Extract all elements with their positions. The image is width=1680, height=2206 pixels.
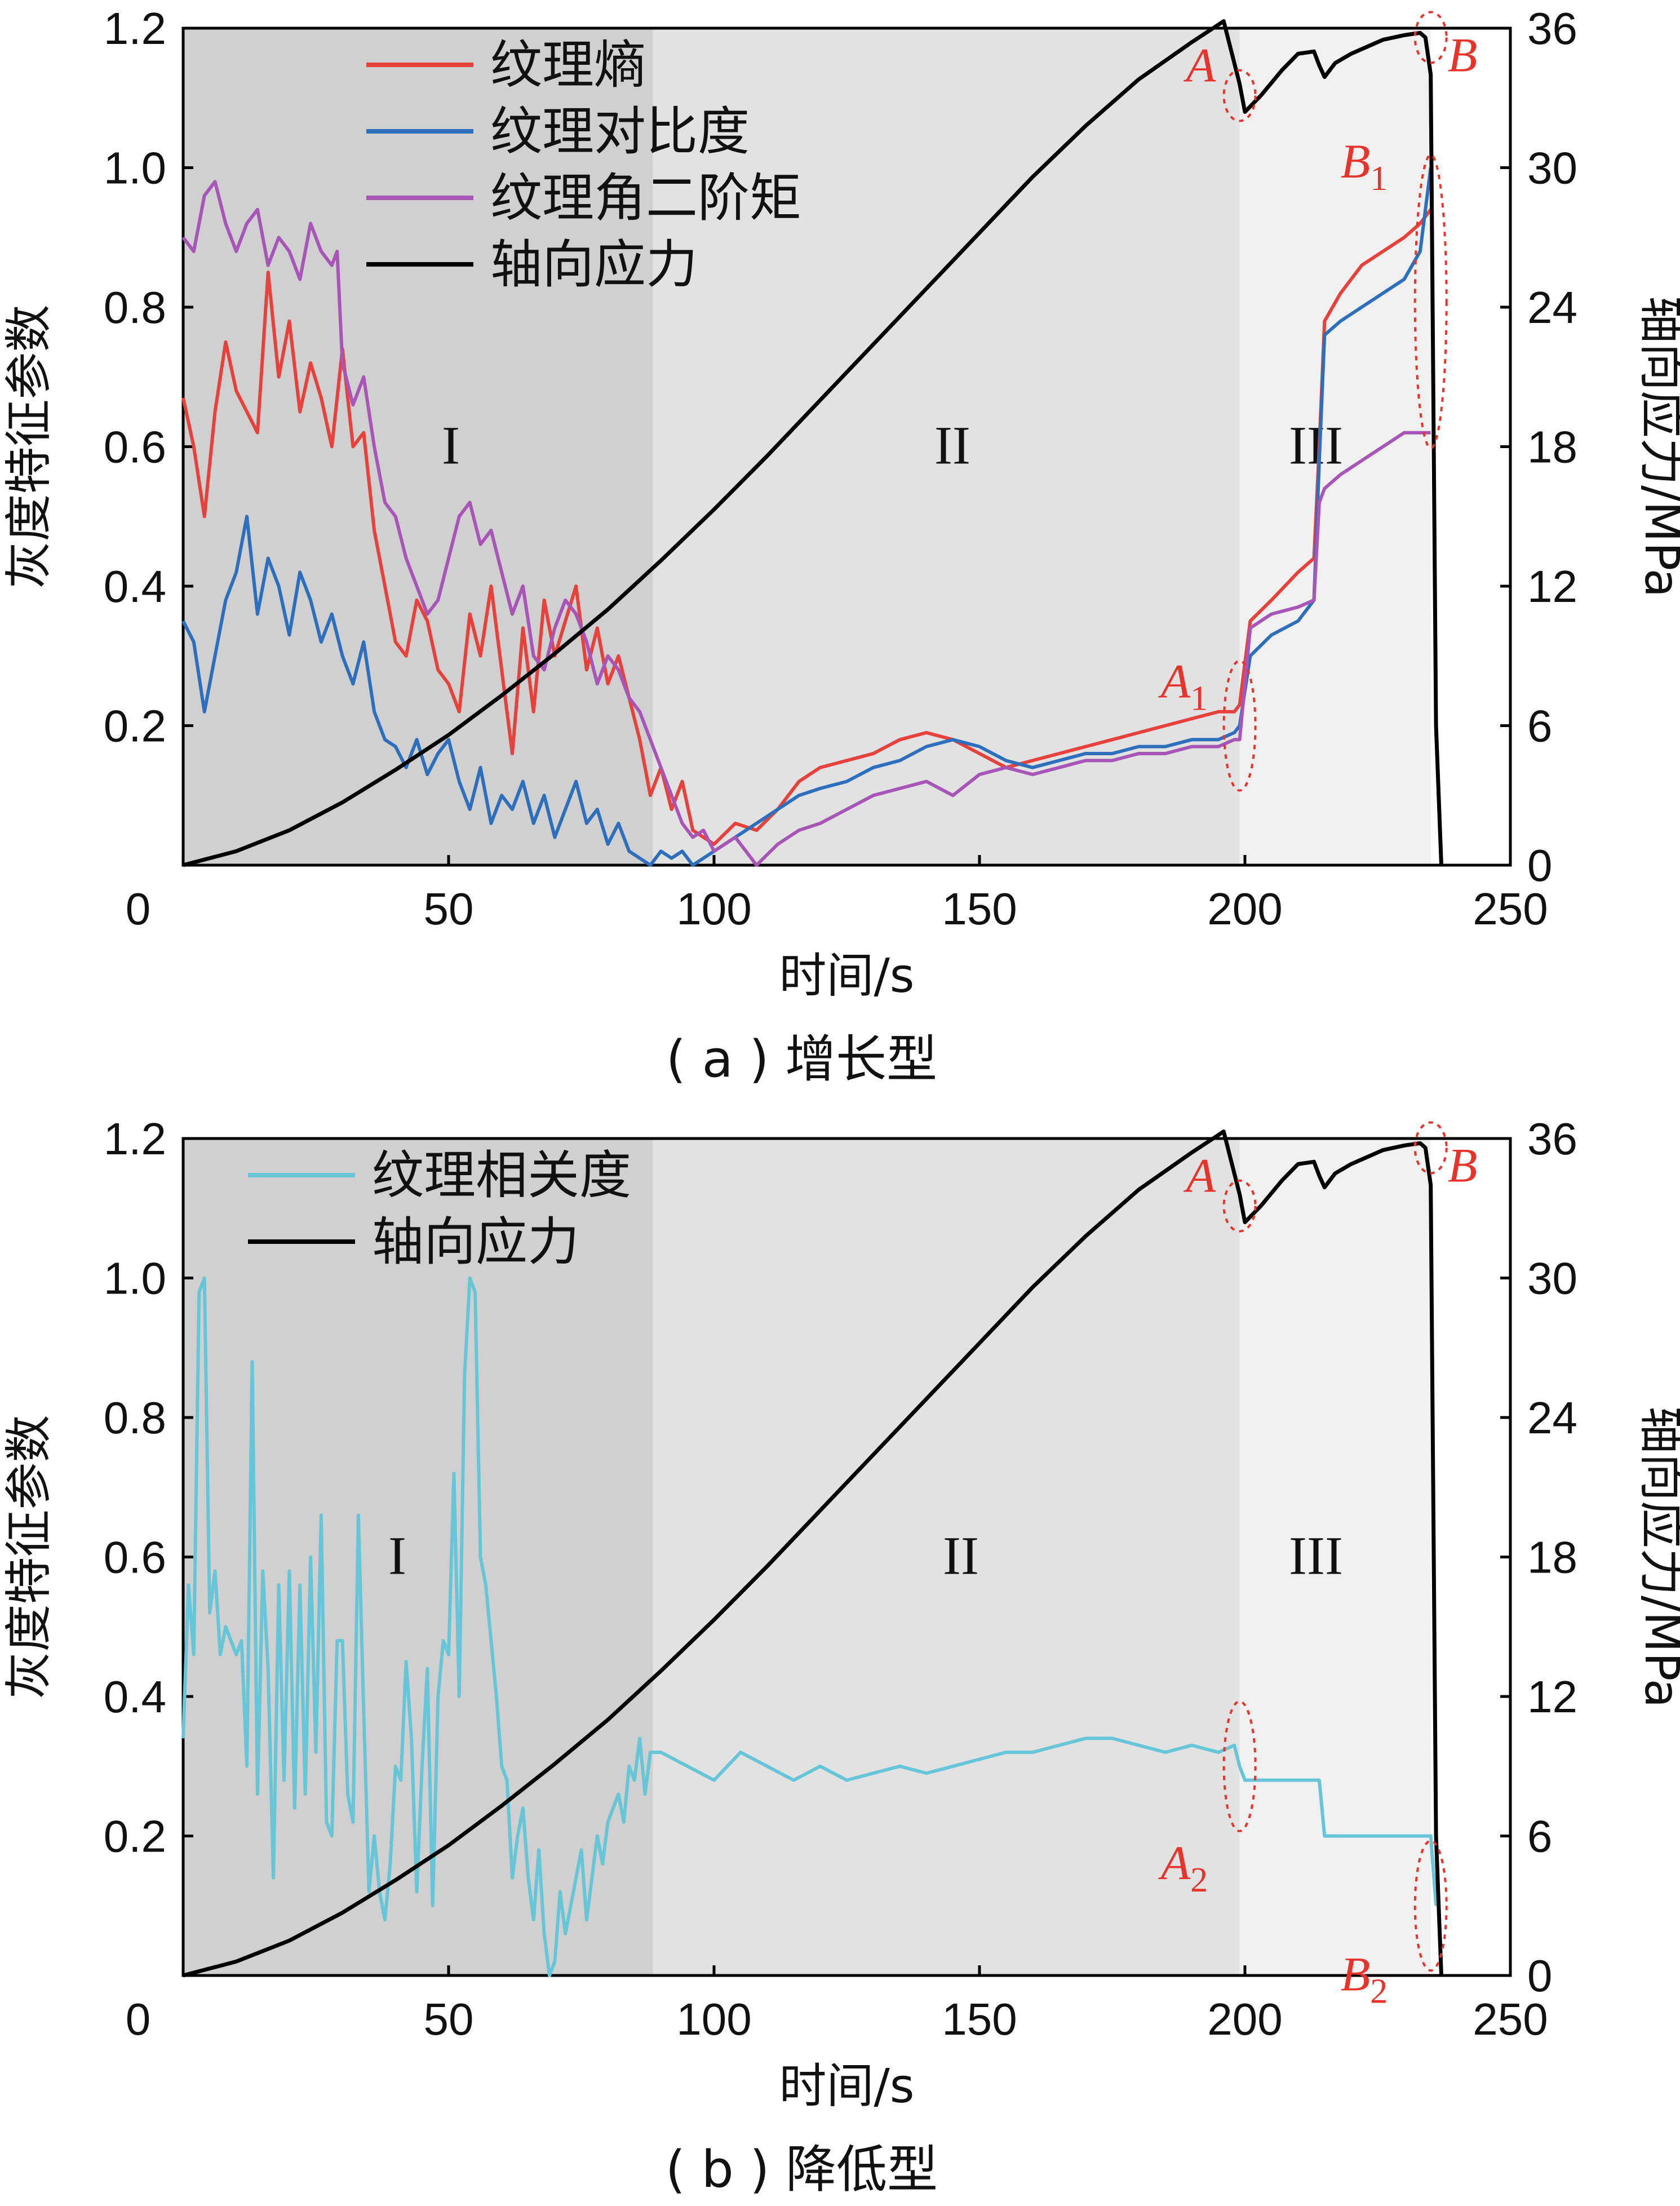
- x-axis-title: 时间/s: [779, 948, 914, 1003]
- annotation-ellipse: [1222, 1700, 1257, 1832]
- annotation-label: A: [1183, 1149, 1216, 1203]
- y2-tick-label: 6: [1527, 1811, 1553, 1862]
- y2-axis-title: 轴向应力/MPa: [1634, 1406, 1680, 1708]
- figure-caption: ( b ) 降低型: [666, 2140, 938, 2199]
- y2-tick-label: 24: [1527, 1393, 1577, 1443]
- annotation-subscript: 1: [1190, 680, 1208, 718]
- annotation-label: A2: [1158, 1836, 1208, 1899]
- y2-tick-label: 0: [1527, 840, 1553, 891]
- annotation-ellipse: [1413, 154, 1448, 449]
- annotation-ellipse: [1413, 1121, 1448, 1175]
- x-tick-label: 200: [1207, 1994, 1282, 2044]
- x-tick-label: 100: [676, 1994, 751, 2044]
- y2-tick-label: 0: [1527, 1951, 1553, 2001]
- y-tick-label: 0.6: [104, 1532, 166, 1583]
- x-tick-label: 50: [424, 884, 474, 934]
- y2-axis-title: 轴向应力/MPa: [1634, 296, 1680, 597]
- x-tick-label: 150: [942, 1994, 1017, 2044]
- legend-label-stress: 轴向应力: [372, 1212, 579, 1272]
- y2-tick-label: 24: [1527, 282, 1577, 333]
- stage-band-I: [183, 28, 653, 865]
- annotation-ellipse: [1222, 69, 1257, 122]
- y2-tick-label: 36: [1527, 1114, 1577, 1164]
- y-tick-label: 0.8: [104, 282, 166, 333]
- stage-label-I: I: [442, 415, 460, 476]
- stage-label-I: I: [388, 1526, 406, 1586]
- annotation-subscript: 1: [1370, 160, 1388, 198]
- y2-tick-label: 18: [1527, 1532, 1577, 1583]
- figure-caption: ( a ) 增长型: [666, 1030, 937, 1089]
- y-tick-label: 1.2: [104, 1114, 166, 1164]
- stage-band-II: [653, 28, 1240, 865]
- annotation-ellipse: [1413, 1840, 1448, 1972]
- x-tick-label: 100: [676, 884, 751, 934]
- annotation-ellipse: [1222, 1179, 1257, 1233]
- y2-tick-label: 18: [1527, 422, 1577, 472]
- stage-label-II: II: [934, 415, 970, 476]
- annotation-subscript: 2: [1370, 1972, 1388, 2010]
- series-line-stress: [183, 1129, 1443, 1978]
- y-tick-label: 0.2: [104, 1811, 166, 1862]
- y2-tick-label: 12: [1527, 561, 1577, 612]
- y-tick-label: 1.0: [104, 143, 166, 193]
- legend-label-asm: 纹理角二阶矩: [490, 168, 801, 228]
- y2-tick-label: 6: [1527, 701, 1553, 751]
- series-line-contrast: [181, 167, 1433, 867]
- legend-label-stress: 轴向应力: [490, 234, 698, 295]
- x-tick-label: 0: [126, 1994, 151, 2044]
- y-axis-title: 灰度特征参数: [1, 1415, 56, 1699]
- y-tick-label: 1.0: [104, 1253, 166, 1304]
- stage-band-III: [1239, 28, 1431, 865]
- y2-tick-label: 30: [1527, 143, 1577, 193]
- x-tick-label: 200: [1207, 884, 1282, 934]
- x-tick-label: 250: [1473, 1994, 1548, 2044]
- legend-label-entropy: 纹理熵: [490, 35, 646, 95]
- stage-label-II: II: [943, 1526, 979, 1586]
- x-tick-label: 250: [1473, 884, 1548, 934]
- y-tick-label: 0.4: [104, 1672, 166, 1722]
- stage-label-III: III: [1289, 415, 1343, 476]
- y-tick-label: 0.4: [104, 561, 166, 612]
- y-tick-label: 0.8: [104, 1393, 166, 1443]
- annotation-ellipse: [1413, 11, 1448, 64]
- series-line-asm: [181, 180, 1431, 867]
- x-tick-label: 150: [942, 884, 1017, 934]
- annotation-label: A1: [1158, 654, 1208, 718]
- annotation-ellipse: [1222, 659, 1257, 792]
- series-line-correlation: [181, 1276, 1438, 1977]
- legend-label-correlation: 纹理相关度: [372, 1145, 631, 1206]
- stage-label-III: III: [1289, 1526, 1343, 1586]
- y-tick-label: 0.6: [104, 422, 166, 472]
- x-tick-label: 0: [126, 884, 151, 934]
- annotation-label: B: [1448, 28, 1478, 82]
- y-tick-label: 1.2: [104, 3, 166, 54]
- annotation-label: B: [1448, 1139, 1478, 1193]
- series-line-stress: [183, 19, 1443, 867]
- annotation-subscript: 2: [1190, 1861, 1208, 1899]
- y-axis-title: 灰度特征参数: [1, 304, 56, 588]
- x-axis-title: 时间/s: [779, 2058, 914, 2114]
- legend-label-contrast: 纹理对比度: [490, 101, 750, 162]
- annotation-label: A: [1183, 38, 1216, 92]
- y-tick-label: 0.2: [104, 701, 166, 751]
- stage-band-II: [653, 1139, 1240, 1975]
- y2-tick-label: 30: [1527, 1253, 1577, 1304]
- y2-tick-label: 12: [1527, 1672, 1577, 1722]
- y2-tick-label: 36: [1527, 3, 1577, 54]
- x-tick-label: 50: [424, 1994, 474, 2044]
